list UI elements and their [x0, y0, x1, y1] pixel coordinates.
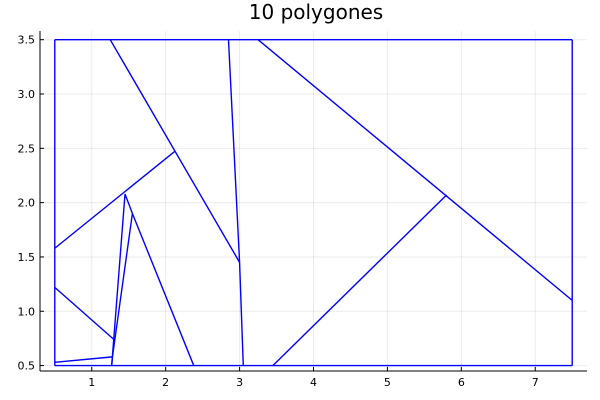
x-tick-label: 2	[162, 376, 169, 389]
polygon-edge-3	[228, 40, 239, 263]
polygon-edge-5	[273, 195, 447, 366]
polygon-edge-6	[55, 152, 175, 249]
y-tick-label: 2.0	[18, 197, 36, 210]
x-tick-label: 4	[310, 376, 317, 389]
polygon-edge-2	[240, 262, 244, 365]
chart-title: 10 polygones	[249, 0, 383, 24]
polygon-edge-12	[55, 357, 113, 362]
y-tick-label: 3.0	[18, 88, 36, 101]
polygon-edge-4	[258, 40, 572, 301]
x-tick-label: 3	[236, 376, 243, 389]
grid-layer	[40, 31, 587, 371]
polygon-edge-8	[132, 213, 193, 365]
x-tick-label: 7	[532, 376, 539, 389]
x-tick-label: 1	[88, 376, 95, 389]
polygon-edge-13	[112, 357, 113, 366]
x-tick-label: 6	[458, 376, 465, 389]
polygon-edge-7	[125, 194, 132, 214]
y-tick-label: 0.5	[18, 360, 36, 373]
y-tick-label: 1.0	[18, 305, 36, 318]
polygon-edge-11	[55, 287, 114, 339]
y-tick-label: 2.5	[18, 142, 36, 155]
y-tick-label: 1.5	[18, 251, 36, 264]
x-tick-label: 5	[384, 376, 391, 389]
y-tick-label: 3.5	[18, 34, 36, 47]
